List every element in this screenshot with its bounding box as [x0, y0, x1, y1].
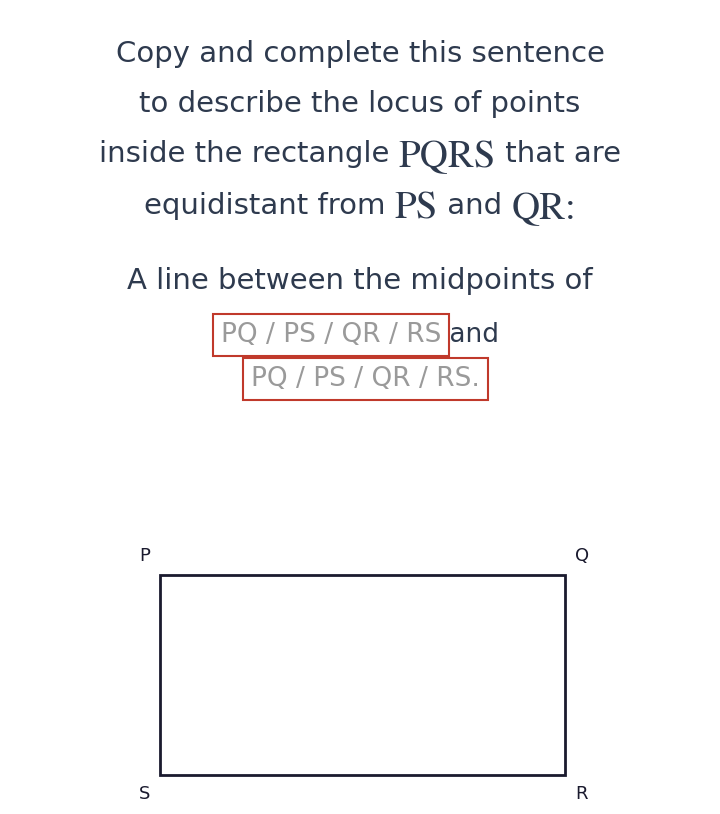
- Text: PQ / PS / QR / RS: PQ / PS / QR / RS: [221, 322, 441, 348]
- Text: equidistant from: equidistant from: [144, 192, 395, 220]
- Text: PS: PS: [395, 192, 438, 227]
- Bar: [160, 575, 565, 775]
- Text: to describe the locus of points: to describe the locus of points: [140, 90, 580, 118]
- Text: P: P: [139, 547, 150, 565]
- Text: A line between the midpoints of: A line between the midpoints of: [127, 267, 593, 295]
- Text: Q: Q: [575, 547, 589, 565]
- Text: PQRS: PQRS: [399, 140, 496, 175]
- Text: inside the rectangle: inside the rectangle: [99, 140, 399, 168]
- Bar: [213, 314, 449, 356]
- Text: and: and: [441, 322, 499, 348]
- Text: S: S: [139, 785, 150, 803]
- Text: R: R: [575, 785, 588, 803]
- Text: Copy and complete this sentence: Copy and complete this sentence: [116, 40, 604, 68]
- Text: QR:: QR:: [511, 192, 576, 227]
- Text: PQ / PS / QR / RS.: PQ / PS / QR / RS.: [251, 366, 480, 392]
- Bar: [243, 358, 487, 400]
- Text: and: and: [438, 192, 511, 220]
- Text: that are: that are: [496, 140, 621, 168]
